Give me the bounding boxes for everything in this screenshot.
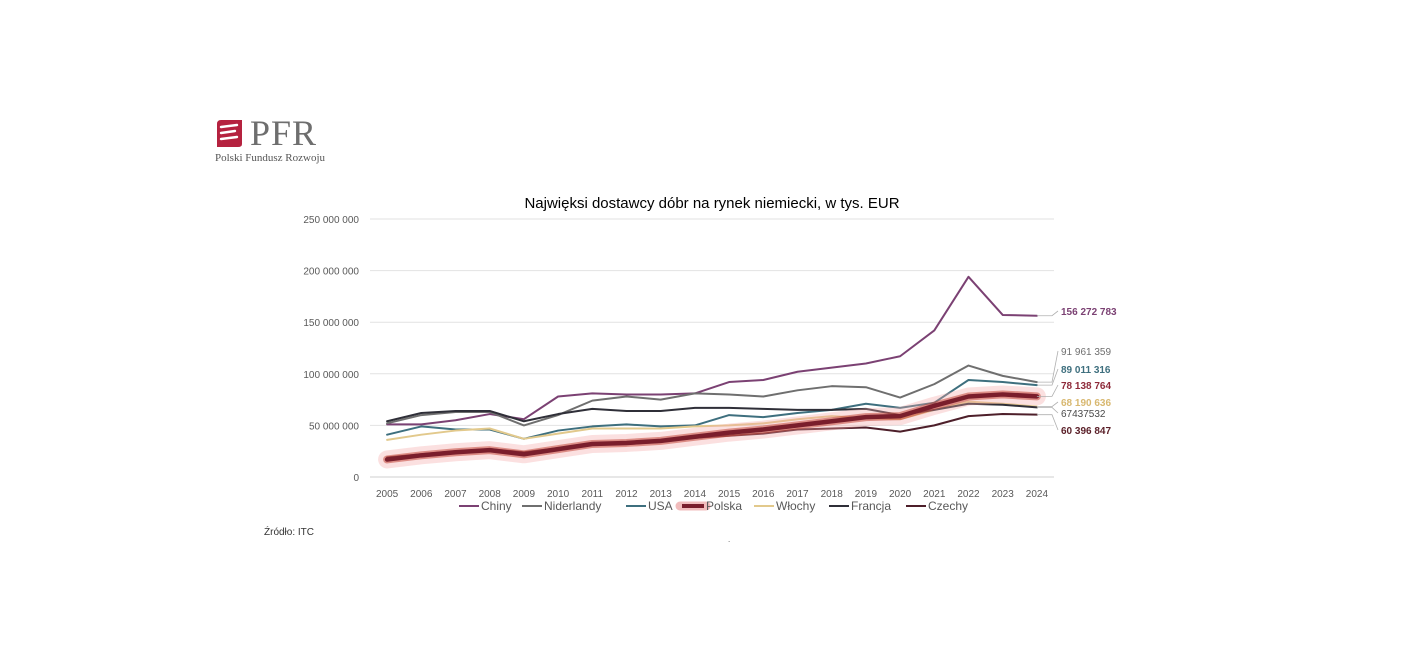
end-label-usa: 89 011 316 <box>1061 365 1111 376</box>
legend-label: Chiny <box>481 499 512 513</box>
chart-title: Najwięksi dostawcy dóbr na rynek niemiec… <box>524 195 899 212</box>
x-tick-label: 2007 <box>444 489 467 500</box>
x-tick-label: 2005 <box>376 489 399 500</box>
x-tick-label: 2014 <box>684 489 707 500</box>
leader-line <box>1036 368 1059 386</box>
leader-line <box>1036 310 1059 317</box>
y-tick-label: 150 000 000 <box>303 318 359 329</box>
end-labels: 156 272 783 91 961 359 89 011 316 78 138 76… <box>1036 307 1117 437</box>
pfr-logo: PFR Polski Fundusz Rozwoju <box>214 114 344 170</box>
end-label-polska: 78 138 764 <box>1061 381 1111 392</box>
y-tick-label: 0 <box>353 473 359 484</box>
leader-line <box>1036 350 1059 383</box>
logo-subtitle: Polski Fundusz Rozwoju <box>215 152 326 164</box>
x-tick-label: 2024 <box>1026 489 1049 500</box>
x-tick-label: 2012 <box>615 489 638 500</box>
legend-label: Czechy <box>928 499 968 513</box>
leader-line <box>1036 401 1059 408</box>
x-tick-label: 2022 <box>957 489 980 500</box>
footnote-mark: . <box>728 535 731 544</box>
leader-line <box>1036 414 1059 431</box>
end-label-włochy: 68 190 636 <box>1061 398 1111 409</box>
y-tick-label: 100 000 000 <box>303 370 359 381</box>
x-tick-label: 2015 <box>718 489 741 500</box>
x-tick-label: 2010 <box>547 489 570 500</box>
x-tick-label: 2011 <box>582 489 604 500</box>
x-tick-label: 2021 <box>923 489 946 500</box>
logo-wordmark: PFR <box>250 113 318 153</box>
end-label-chiny: 156 272 783 <box>1061 307 1117 318</box>
x-tick-label: 2006 <box>410 489 433 500</box>
leader-line <box>1036 407 1059 414</box>
x-tick-label: 2018 <box>821 489 844 500</box>
source-note: Źródło: ITC <box>264 527 315 538</box>
x-tick-label: 2016 <box>752 489 775 500</box>
y-axis-ticks: 0 50 000 000 100 000 000 150 000 000 200 000… <box>303 215 359 484</box>
series-line-polska <box>384 392 1040 462</box>
y-tick-label: 50 000 000 <box>309 421 359 432</box>
legend: Chiny Niderlandy USA Polska Włochy Francja Cze… <box>459 499 968 513</box>
series-lines <box>378 275 1046 469</box>
end-label-niderlandy: 91 961 359 <box>1061 347 1111 358</box>
x-tick-label: 2017 <box>786 489 809 500</box>
end-label-czechy: 60 396 847 <box>1061 426 1111 437</box>
legend-label: USA <box>648 499 673 513</box>
leader-line <box>1036 384 1059 397</box>
x-axis-ticks: 2005 2006 2007 2008 2009 2010 2011 2012 2013 2014… <box>376 489 1048 500</box>
x-tick-label: 2008 <box>479 489 502 500</box>
x-tick-label: 2023 <box>992 489 1015 500</box>
x-tick-label: 2009 <box>513 489 536 500</box>
x-tick-label: 2013 <box>650 489 673 500</box>
end-label-francja: 67437532 <box>1061 409 1106 420</box>
legend-label: Polska <box>706 499 742 513</box>
x-tick-label: 2020 <box>889 489 912 500</box>
y-tick-label: 200 000 000 <box>303 267 359 278</box>
pfr-logo-mark-icon <box>217 120 242 147</box>
legend-label: Niderlandy <box>544 499 601 513</box>
legend-label: Włochy <box>776 499 815 513</box>
legend-label: Francja <box>851 499 891 513</box>
x-tick-label: 2019 <box>855 489 878 500</box>
y-tick-label: 250 000 000 <box>303 215 359 226</box>
series-line-niderlandy <box>386 364 1038 427</box>
